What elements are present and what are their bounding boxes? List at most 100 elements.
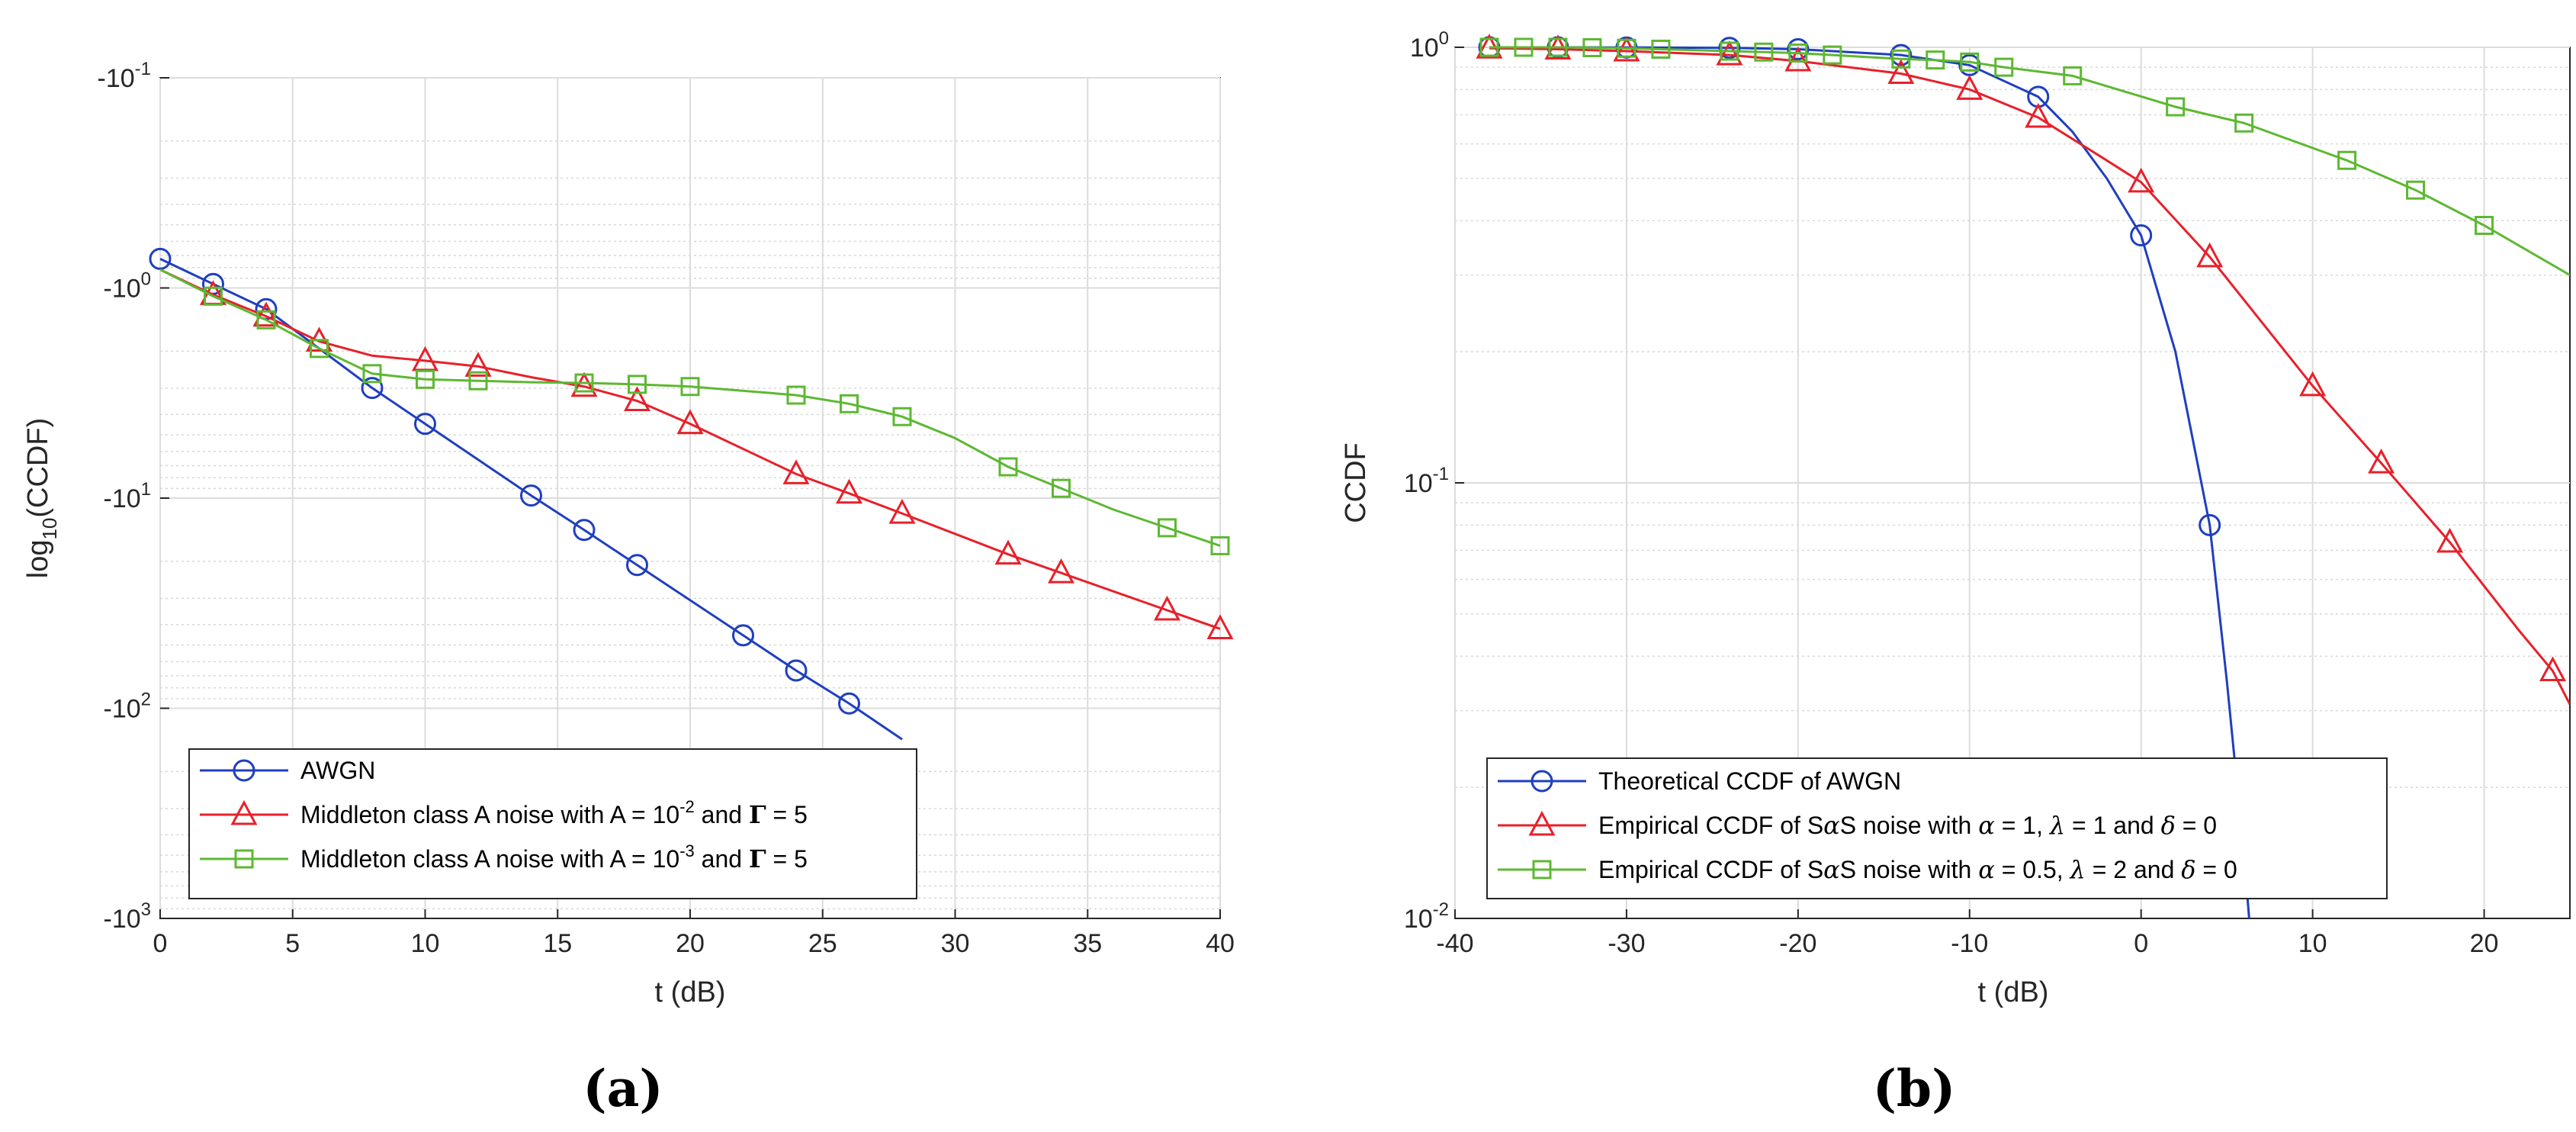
chart-b-legend-marker-1 xyxy=(1528,810,1556,836)
chart-b-series-2-point xyxy=(1617,38,1636,58)
chart-b-series-0-point xyxy=(2130,224,2153,247)
chart-b-series-2-point xyxy=(1891,49,1911,69)
chart-b-ticks: -40 -30 -20 -10 0 10 20 100 10-1 10-2 xyxy=(1404,28,2499,958)
chart-a-x-tick-label: 0 xyxy=(153,929,168,958)
chart-a-x-tick-label: 35 xyxy=(1073,929,1102,958)
chart-b-series-2-point xyxy=(1823,45,1842,65)
chart-a-legend-label-2: Middleton class A noise with A = 10-3 an… xyxy=(300,841,808,873)
chart-a-legend-box xyxy=(188,748,917,899)
chart-b-series-1-point xyxy=(1956,75,1983,100)
chart-b-series-2-line xyxy=(1489,46,2570,276)
chart-b-legend: Theoretical CCDF of AWGN Empirical CCDF o… xyxy=(1486,757,2388,899)
chart-a-legend-label-1: Middleton class A noise with A = 10-2 an… xyxy=(300,797,808,829)
chart-a-series-1-point xyxy=(623,386,651,412)
chart-a-y-tick-label: -103 xyxy=(104,899,152,934)
chart-b-y-tick-label: 10-1 xyxy=(1404,464,1449,498)
chart-a-x-tick-label: 5 xyxy=(285,929,300,958)
chart-b-series-0-line xyxy=(1489,46,2250,918)
chart-a-series-2-point xyxy=(256,310,276,330)
chart-a-series-2-point xyxy=(1052,478,1071,498)
chart-a-series-0-point xyxy=(785,659,808,682)
chart-a-legend: AWGN Middleton class A noise with A = 10-… xyxy=(188,748,917,899)
chart-b-y-label: CCDF xyxy=(1340,442,1372,523)
chart-a-series-0-point xyxy=(414,413,436,436)
chart-a-series-1-point xyxy=(994,539,1022,565)
chart-b-series-0-point xyxy=(1890,43,1913,66)
chart-a-y-tick-label: -102 xyxy=(104,690,152,724)
chart-b-x-label: t (dB) xyxy=(1978,976,2049,1008)
chart-b-series-2-point xyxy=(2234,113,2254,133)
chart-b-series-1-point xyxy=(2196,242,2224,268)
chart-a-x-tick-label: 15 xyxy=(543,929,572,958)
chart-b-series-1-point xyxy=(2299,371,2327,397)
chart-a: 0 5 10 15 20 25 30 35 40 -10-1 -100 -101 -102 -103 AW… xyxy=(22,59,1235,1118)
chart-b-series-1-point xyxy=(2436,527,2464,553)
chart-b-series-0-point xyxy=(1787,37,1810,60)
chart-a-series-1-point xyxy=(1047,558,1075,584)
chart-b-series-2-point xyxy=(1994,57,2014,77)
chart-b-series-2-point xyxy=(1651,39,1671,59)
chart-b-series-1-point xyxy=(1716,40,1743,66)
chart-a-series-0-point xyxy=(361,377,384,400)
chart-b-y-tick-label: 100 xyxy=(1410,28,1449,63)
chart-a-series-0-point xyxy=(626,554,648,577)
chart-b-series-2-point xyxy=(1754,42,1774,62)
chart-a-x-tick-label: 30 xyxy=(941,929,970,958)
chart-b-legend-box xyxy=(1486,757,2388,899)
chart-a-series-0-point xyxy=(520,484,542,507)
chart-b-x-tick-label: 0 xyxy=(2134,929,2148,958)
chart-a-series-1-point xyxy=(676,409,704,435)
chart-a-x-tick-label: 25 xyxy=(808,929,837,958)
chart-a-series-1-point xyxy=(570,371,598,397)
chart-b-panel-label: (b) xyxy=(1873,1059,1956,1118)
chart-a-series-0-point xyxy=(149,247,172,270)
chart-b-series-2-point xyxy=(2337,150,2357,170)
chart-b-series xyxy=(1476,34,2570,918)
chart-a-series-2-point xyxy=(840,394,859,413)
chart-b-series-2-point xyxy=(1788,43,1808,63)
chart-a-legend-marker-1 xyxy=(230,799,258,825)
chart-b-series-2-point xyxy=(1720,41,1739,61)
chart-a-panel-label: (a) xyxy=(583,1059,663,1118)
chart-b-x-tick-label: 10 xyxy=(2298,929,2327,958)
chart-b-x-tick-label: -20 xyxy=(1779,929,1816,958)
chart-a-series-2-point xyxy=(574,373,594,393)
chart-a-y-tick-label: -10-1 xyxy=(98,59,151,93)
chart-b-x-tick-label: -30 xyxy=(1608,929,1645,958)
chart-b-series-1-point xyxy=(2539,656,2567,682)
chart-b-series-1-point xyxy=(1887,59,1915,85)
chart-a-series-1-point xyxy=(888,498,916,524)
chart-b-x-tick-label: 20 xyxy=(2470,929,2499,958)
chart-a-series-2-point xyxy=(1158,518,1177,538)
chart-a-ticks: 0 5 10 15 20 25 30 35 40 -10-1 -100 -101 -102 -103 xyxy=(98,59,1235,958)
chart-b-series-0-point xyxy=(2199,513,2221,536)
chart-a-series-2-point xyxy=(786,385,806,405)
chart-a-series-1-point xyxy=(1206,614,1234,639)
chart-b-series-1-point xyxy=(1784,46,1812,72)
chart-a-series-2-point xyxy=(416,369,435,389)
chart-b-series-2-point xyxy=(1960,52,1980,72)
chart-a-series-2-point xyxy=(680,377,700,397)
chart-b-series-2-point xyxy=(1548,37,1568,57)
chart-a-x-tick-label: 40 xyxy=(1206,929,1235,958)
chart-b-series-0-point xyxy=(1718,37,1741,59)
chart-a-series-0-point xyxy=(838,692,860,715)
chart-a-series-2-point xyxy=(998,457,1018,477)
chart-a-series-2-point xyxy=(1210,535,1230,555)
chart-a-series-1-point xyxy=(835,478,863,504)
chart-b-series-2-point xyxy=(1479,37,1499,57)
chart-a-legend-label-0: AWGN xyxy=(300,757,375,784)
chart-a-y-tick-label: -101 xyxy=(104,479,152,513)
chart-a-series-2-point xyxy=(468,371,488,391)
chart-a-series xyxy=(149,247,1234,741)
chart-b-legend-marker-0 xyxy=(1531,770,1553,793)
chart-a-x-label: t (dB) xyxy=(655,976,726,1008)
chart-a-series-0-point xyxy=(732,624,754,647)
chart-a-series-1-point xyxy=(1153,595,1181,621)
chart-a-legend-marker-0 xyxy=(233,759,255,782)
chart-b-series-2-point xyxy=(1582,37,1602,57)
chart-a-legend-marker-2 xyxy=(234,849,254,869)
chart-a-x-tick-label: 20 xyxy=(676,929,705,958)
chart-a-y-tick-label: -100 xyxy=(104,269,152,304)
